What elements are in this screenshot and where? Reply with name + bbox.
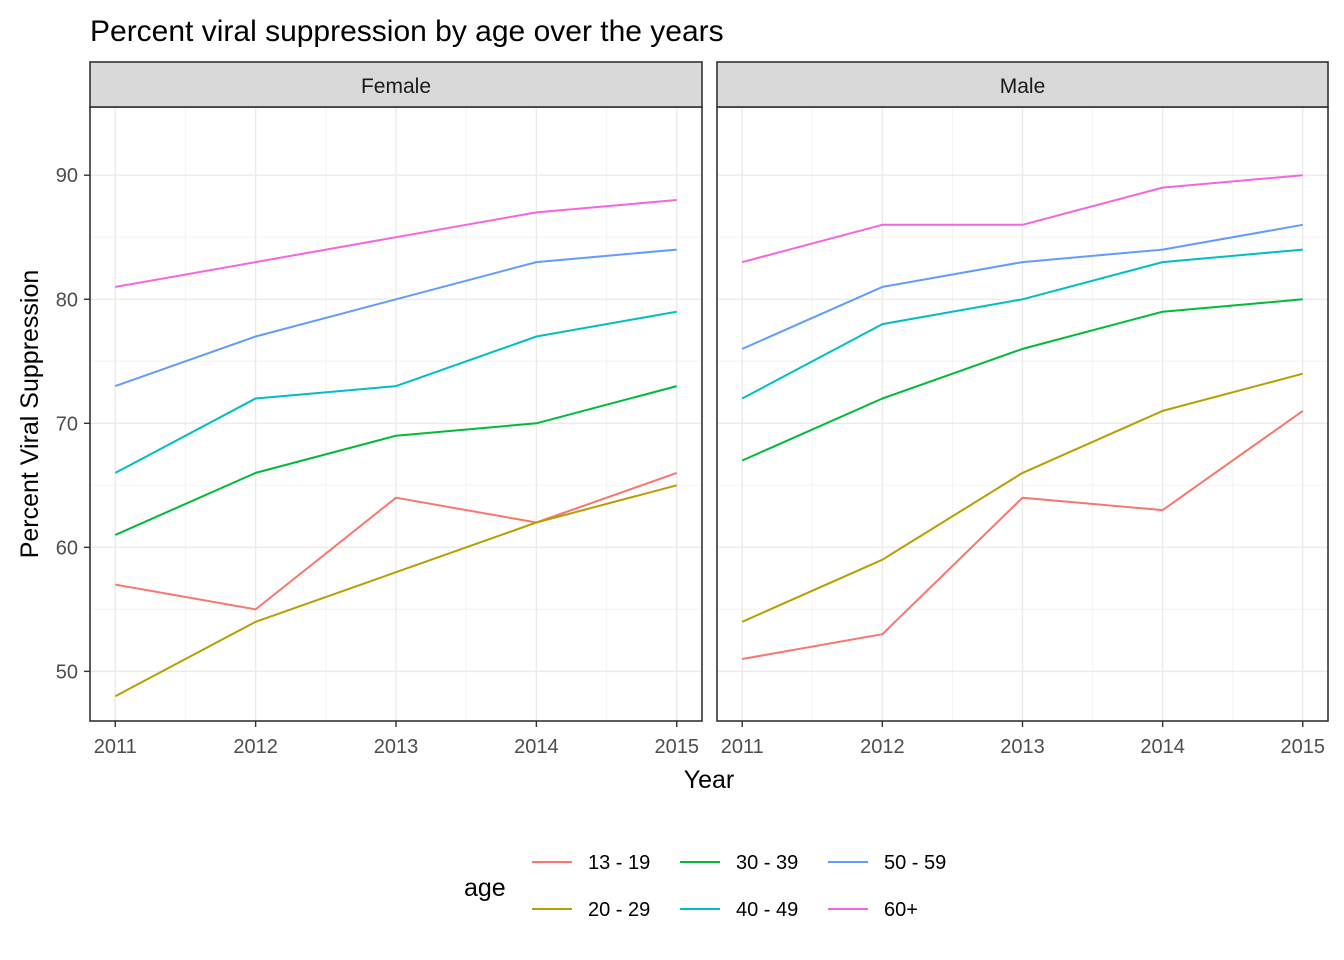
y-tick-label: 60: [56, 537, 78, 559]
y-tick-label: 70: [56, 413, 78, 435]
x-tick-label: 2012: [233, 736, 278, 758]
series-line-60: [741, 174, 1303, 264]
facet-panel-female: Female 2011 2012 2013 2014 2015 50 60 70 80 90: [56, 61, 703, 758]
legend-label: 20 - 29: [588, 899, 650, 921]
x-tick-label: 2013: [374, 736, 419, 758]
legend-label: 50 - 59: [884, 852, 946, 874]
y-axis-title: Percent Viral Suppression: [16, 270, 44, 559]
facet-strip-label: Female: [361, 75, 431, 98]
series-line-13-19: [742, 410, 1304, 660]
series-line-40-49: [741, 248, 1303, 400]
series-line-30-39: [114, 385, 677, 536]
legend-item: 20 - 29: [532, 899, 650, 921]
x-axis-title: Year: [684, 766, 735, 794]
series-line-30-39: [741, 298, 1303, 462]
facet-strip: [89, 61, 703, 108]
series-line-40-49: [114, 310, 677, 474]
legend: age 13 - 19 20 - 29 30 - 39 40 - 49 50 - 59 6…: [464, 852, 946, 921]
x-tick-label: 2015: [654, 736, 699, 758]
facet-panels: Female 2011 2012 2013 2014 2015 50 60 70 80 90 Male…: [56, 61, 1329, 758]
series-line-60: [115, 199, 677, 288]
x-tick-label: 2014: [1140, 736, 1185, 758]
legend-item: 50 - 59: [828, 852, 946, 874]
y-tick-label: 80: [56, 289, 78, 311]
legend-item: 30 - 39: [680, 852, 798, 874]
x-tick-label: 2014: [514, 736, 559, 758]
x-tick-label: 2015: [1281, 736, 1326, 758]
series-line-20-29: [114, 484, 677, 698]
x-tick-label: 2012: [860, 736, 905, 758]
legend-title: age: [464, 874, 506, 902]
y-tick-label: 90: [56, 165, 78, 187]
facet-panel-male: Male 2011 2012 2013 2014 2015: [716, 61, 1329, 758]
legend-label: 30 - 39: [736, 852, 798, 874]
series-line-50-59: [741, 223, 1303, 350]
legend-label: 40 - 49: [736, 899, 798, 921]
x-tick-label: 2013: [1000, 736, 1045, 758]
legend-item: 40 - 49: [680, 899, 798, 921]
legend-item: 13 - 19: [532, 852, 650, 874]
facet-strip: [716, 61, 1329, 108]
legend-label: 60+: [884, 899, 918, 921]
x-tick-label: 2011: [94, 736, 137, 758]
x-tick-label: 2011: [721, 736, 764, 758]
facet-strip-label: Male: [1000, 75, 1046, 98]
y-tick-label: 50: [56, 661, 78, 683]
series-line-50-59: [114, 248, 677, 388]
legend-label: 13 - 19: [588, 852, 650, 874]
chart-title: Percent viral suppression by age over th…: [90, 15, 724, 48]
series-line-13-19: [115, 471, 678, 611]
series-line-20-29: [741, 372, 1304, 623]
legend-item: 60+: [828, 899, 918, 921]
